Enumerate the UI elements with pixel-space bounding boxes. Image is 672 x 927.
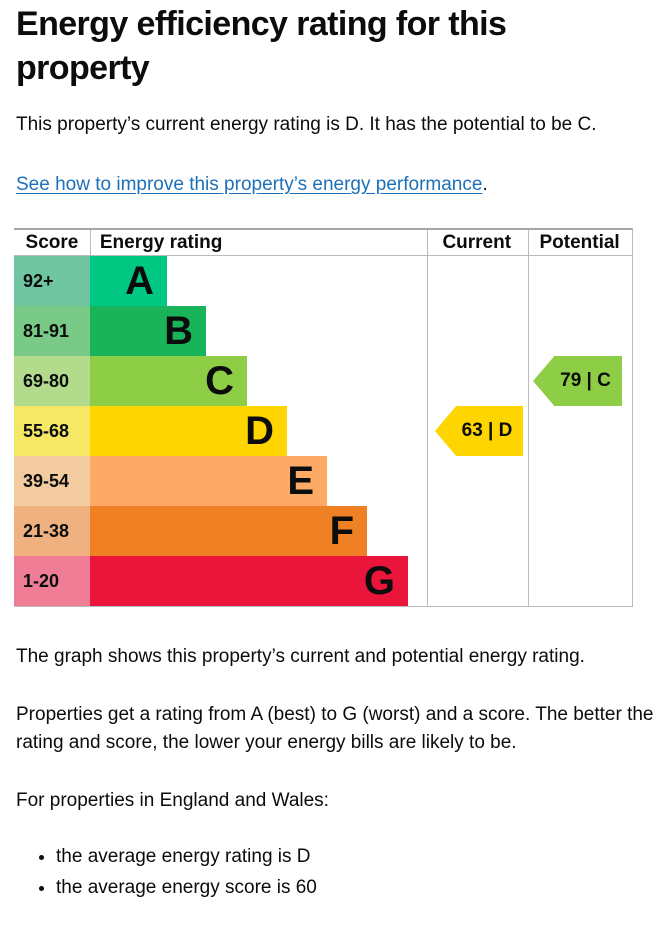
score-range: 69-80 [14, 356, 90, 406]
band-letter: D [245, 409, 274, 453]
band-letter: F [329, 509, 354, 553]
score-range: 81-91 [14, 306, 90, 356]
band-row-c: 69-80 C [14, 356, 632, 406]
rating-band-bar-g: G [90, 556, 408, 606]
rating-band-bar-b: B [90, 306, 206, 356]
divider-current-potential [528, 230, 529, 606]
chart-description: The graph shows this property’s current … [16, 643, 656, 900]
band-letter: A [125, 259, 154, 303]
rating-band-bar-e: E [90, 456, 327, 506]
score-range: 39-54 [14, 456, 90, 506]
band-row-a: 92+ A [14, 256, 632, 306]
improve-performance-link[interactable]: See how to improve this property’s energ… [16, 174, 483, 195]
rating-band-bar-c: C [90, 356, 247, 406]
band-letter: G [363, 559, 395, 603]
rating-explanation-text: Properties get a rating from A (best) to… [16, 704, 654, 753]
averages-list: the average energy rating is D the avera… [16, 845, 656, 900]
header-energy-rating: Energy rating [99, 231, 223, 253]
rating-band-bar-a: A [90, 256, 167, 306]
header-current: Current [442, 231, 512, 253]
score-range: 21-38 [14, 506, 90, 556]
link-suffix: . [482, 174, 488, 195]
improve-link-line: See how to improve this property’s energ… [16, 172, 656, 198]
divider-rating-current [427, 230, 428, 606]
average-score-item: the average energy score is 60 [56, 876, 656, 900]
potential-rating-label: 79 | C [560, 370, 611, 391]
score-range: 92+ [14, 256, 90, 306]
score-range: 1-20 [14, 556, 90, 606]
chart-header-row: Score Energy rating Current Potential [14, 230, 632, 256]
score-range: 55-68 [14, 406, 90, 456]
intro-text: This property’s current energy rating is… [16, 114, 597, 135]
potential-rating-arrow: 79 | C [533, 356, 622, 406]
energy-rating-chart: Score Energy rating Current Potential 92… [14, 228, 633, 607]
header-score: Score [25, 231, 79, 253]
band-letter: C [205, 359, 234, 403]
graph-summary-text: The graph shows this property’s current … [16, 646, 585, 667]
band-row-b: 81-91 B [14, 306, 632, 356]
rating-band-bar-d: D [90, 406, 287, 456]
band-letter: E [287, 459, 314, 503]
band-letter: B [164, 309, 193, 353]
page-title: Energy efficiency rating for this proper… [16, 5, 507, 87]
average-rating-item: the average energy rating is D [56, 845, 656, 869]
england-wales-text: For properties in England and Wales: [16, 790, 329, 811]
band-row-d: 55-68 D [14, 406, 632, 456]
band-row-g: 1-20 G [14, 556, 632, 606]
current-rating-label: 63 | D [461, 420, 513, 441]
band-row-e: 39-54 E [14, 456, 632, 506]
rating-band-bar-f: F [90, 506, 367, 556]
current-rating-arrow: 63 | D [435, 406, 523, 456]
band-row-f: 21-38 F [14, 506, 632, 556]
divider-score-rating [90, 230, 91, 256]
header-potential: Potential [539, 231, 620, 253]
